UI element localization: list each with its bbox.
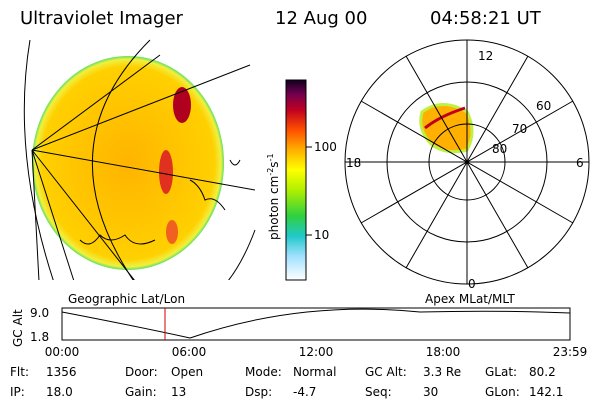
info-label: Seq: [365, 385, 392, 399]
y-tick-label: 9.0 [30, 306, 49, 320]
altitude-curve [61, 308, 571, 339]
x-tick-label: 12:00 [299, 345, 334, 359]
unit-exp: -1 [266, 153, 275, 161]
info-label: Dsp: [245, 385, 272, 399]
y-tick-label: 1.8 [30, 330, 49, 344]
colorbar-tick-label: 100 [314, 140, 337, 154]
info-label: Door: [125, 365, 158, 379]
unit: photon cm [267, 176, 281, 240]
lat-label: 70 [512, 122, 527, 136]
info-label: GLat: [485, 365, 517, 379]
mlt-label: 0 [468, 277, 476, 291]
x-tick-label: 06:00 [172, 345, 207, 359]
info-value: 3.3 Re [423, 365, 461, 379]
x-tick-label: 18:00 [426, 345, 461, 359]
colorbar-label: photon cm-2s-1 [266, 153, 281, 240]
colorbar-tick-label: 10 [314, 228, 329, 242]
info-label: Flt: [10, 365, 29, 379]
info-table: Flt: 1356 Door: Open Mode: Normal GC Alt: 3.3 R… [10, 365, 563, 399]
info-value: 1356 [46, 365, 77, 379]
info-value: Normal [293, 365, 336, 379]
polar-plot [344, 39, 590, 285]
info-value: 18.0 [46, 385, 73, 399]
mlt-label: 12 [478, 49, 493, 63]
info-label: IP: [10, 385, 25, 399]
lat-label: 80 [492, 142, 507, 156]
info-value: -4.7 [293, 385, 316, 399]
info-value: 142.1 [529, 385, 563, 399]
time: 04:58:21 UT [430, 8, 542, 29]
info-value: 13 [171, 385, 186, 399]
axis-label: GC Alt [11, 309, 25, 347]
panel-label: Geographic Lat/Lon [68, 292, 185, 306]
x-ticks: 00:00 06:00 12:00 18:00 23:59 [45, 345, 588, 359]
info-value: 80.2 [529, 365, 556, 379]
info-label: GC Alt: [365, 365, 407, 379]
mlt-label: 6 [576, 156, 584, 170]
x-tick-label: 23:59 [553, 345, 588, 359]
info-label: GLon: [485, 385, 520, 399]
info-label: Mode: [245, 365, 282, 379]
mlt-label: 18 [346, 156, 361, 170]
info-label: Gain: [125, 385, 157, 399]
altitude-frame [61, 307, 571, 341]
lat-label: 60 [536, 99, 551, 113]
info-value: 30 [423, 385, 438, 399]
title: Ultraviolet Imager [20, 8, 184, 29]
unit: s [267, 161, 281, 167]
colorbar [285, 79, 307, 281]
date: 12 Aug 00 [275, 8, 367, 29]
x-tick-label: 00:00 [45, 345, 80, 359]
panel-label: Apex MLat/MLT [425, 292, 515, 306]
info-value: Open [171, 365, 203, 379]
unit-exp: -2 [266, 168, 275, 176]
geo-image [23, 39, 256, 280]
